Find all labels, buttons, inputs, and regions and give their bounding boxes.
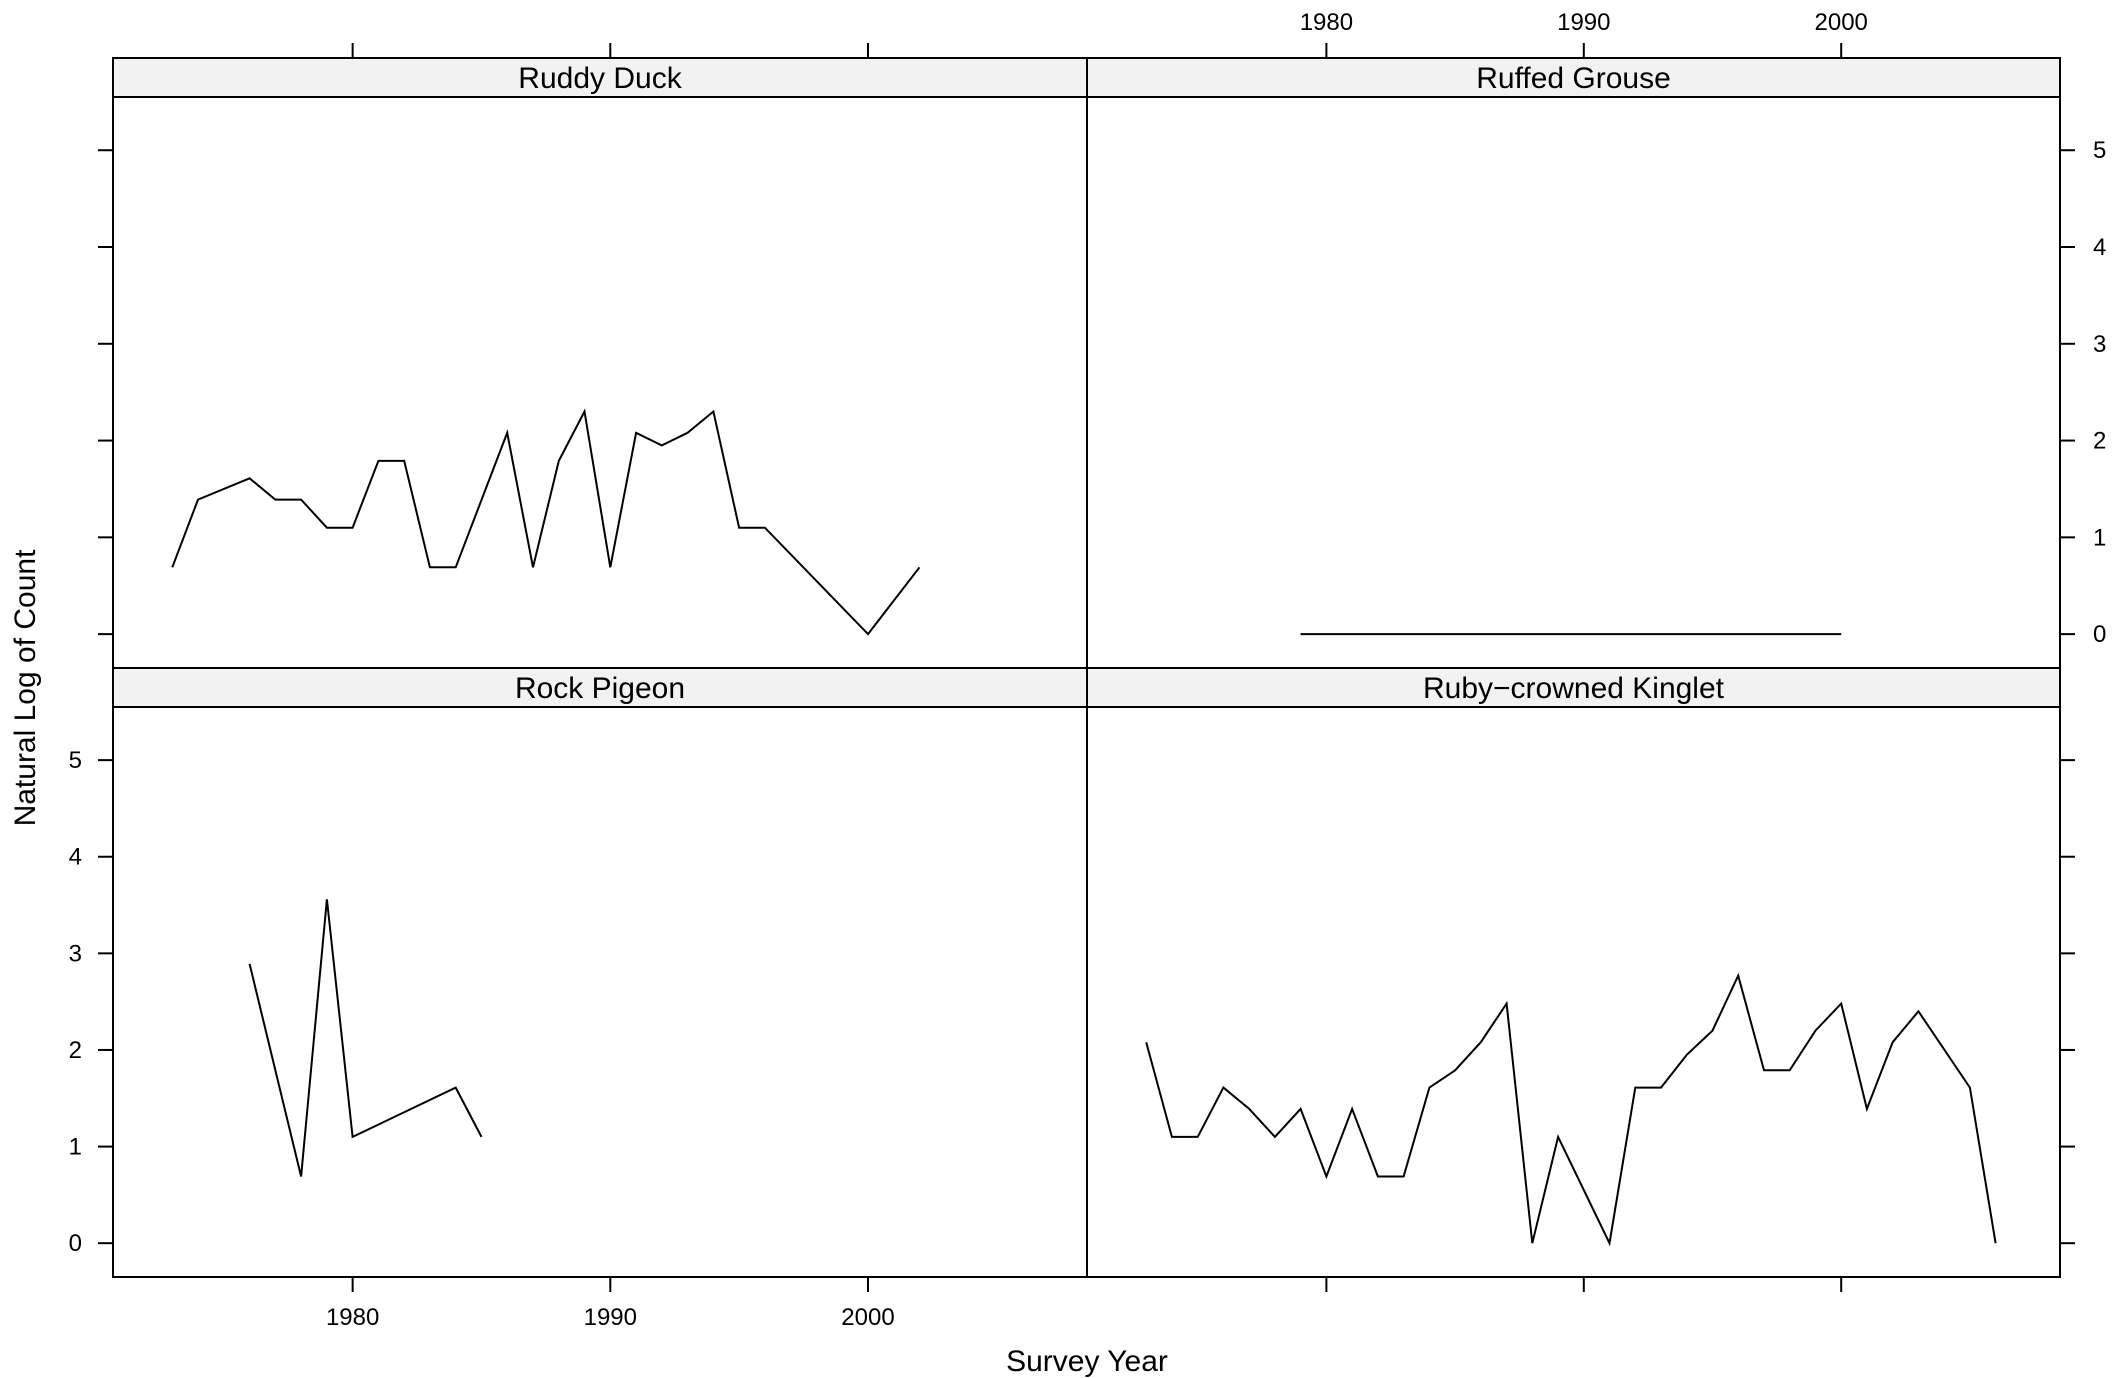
panel-frames xyxy=(112,57,2061,1278)
y-tick-label: 0 xyxy=(69,1230,82,1257)
y-tick-label: 1 xyxy=(69,1134,82,1161)
y-tick-label: 3 xyxy=(2093,331,2106,358)
y-axis-label: Natural Log of Count xyxy=(9,549,42,827)
y-tick-label: 4 xyxy=(2093,234,2106,261)
x-tick-label: 1980 xyxy=(326,1304,379,1331)
series-lines xyxy=(171,408,1997,1247)
strip-label: Rock Pigeon xyxy=(515,672,685,705)
strip-background xyxy=(1087,668,2060,707)
axis-ticks: 1980 1990 2000 1980 1990 2000 0 1 2 3 4 5 0 1 2 3 4 5 xyxy=(69,9,2107,1331)
strip-background xyxy=(113,668,1087,707)
x-tick-label: 1980 xyxy=(1300,9,1353,36)
strip-label: Ruffed Grouse xyxy=(1476,62,1671,95)
x-tick-label: 2000 xyxy=(841,1304,894,1331)
strip-background xyxy=(1087,58,2060,97)
y-tick-label: 5 xyxy=(69,747,82,774)
y-tick-label: 1 xyxy=(2093,524,2106,551)
x-axis-label: Survey Year xyxy=(1006,1345,1168,1378)
x-tick-label: 1990 xyxy=(1557,9,1610,36)
y-tick-label: 5 xyxy=(2093,137,2106,164)
y-tick-label: 2 xyxy=(2093,428,2106,455)
series-line xyxy=(1145,972,1997,1247)
x-tick-label: 1990 xyxy=(584,1304,637,1331)
strip-label: Ruby−crowned Kinglet xyxy=(1423,672,1725,705)
y-tick-label: 2 xyxy=(69,1037,82,1064)
y-tick-label: 3 xyxy=(69,940,82,967)
series-line xyxy=(171,408,921,636)
y-tick-label: 4 xyxy=(69,844,82,871)
panel-strips: Ruddy Duck Ruffed Grouse Rock Pigeon Ruby−c… xyxy=(113,58,2060,707)
x-tick-label: 2000 xyxy=(1815,9,1868,36)
series-line xyxy=(248,899,483,1177)
strip-background xyxy=(113,58,1087,97)
y-tick-label: 0 xyxy=(2093,621,2106,648)
strip-label: Ruddy Duck xyxy=(518,62,682,95)
